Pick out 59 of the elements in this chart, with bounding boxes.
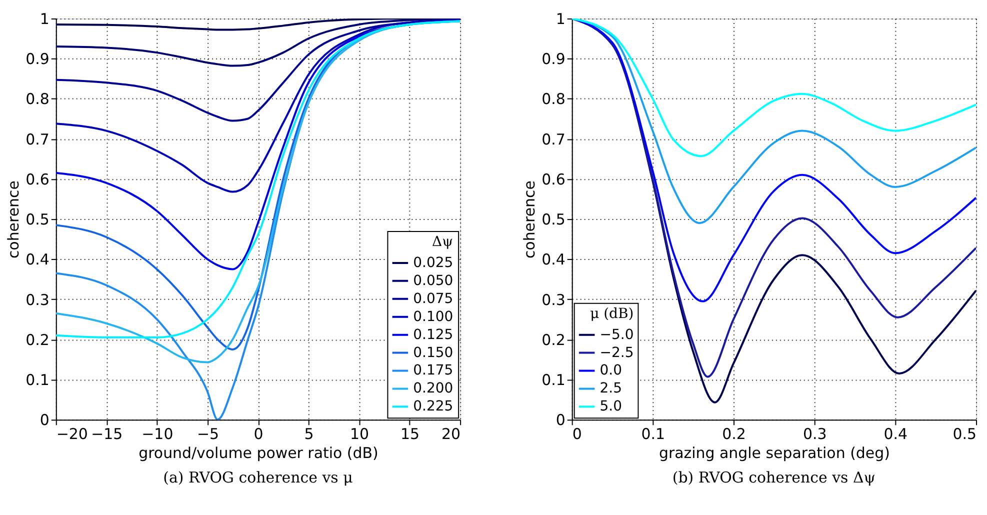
x-tick-label: 0.4 (884, 425, 908, 444)
y-tick-label: 0.1 (542, 371, 566, 390)
x-tick-label: −10 (142, 425, 174, 444)
legend-label: 0.200 (413, 380, 454, 397)
legend-label: 0.150 (413, 344, 454, 361)
x-tick-label: −5 (196, 425, 219, 444)
legend-label: 0.050 (413, 272, 454, 289)
x-tick-label: 20 (442, 425, 461, 444)
y-tick-label: 0.3 (26, 290, 50, 309)
x-axis-title: grazing angle separation (deg) (658, 444, 890, 462)
y-tick-label: 0.6 (26, 170, 50, 188)
y-tick-label: 0.4 (542, 250, 566, 269)
x-tick-label: −20 (56, 425, 88, 444)
y-tick-label: 0 (40, 411, 50, 430)
legend-label: −2.5 (600, 344, 634, 361)
x-tick-label: 0.2 (722, 425, 746, 444)
text: (b) RVOG coherence vs Δψ (672, 468, 876, 487)
x-tick-label: 0 (572, 425, 582, 444)
y-tick-label: 0.8 (542, 90, 566, 108)
y-tick-label: 0.3 (542, 290, 566, 309)
y-tick-label: 0.2 (26, 330, 50, 349)
y-tick-label: 0.8 (26, 90, 50, 108)
y-tick-label: 0.6 (542, 170, 566, 188)
x-tick-label: 0.5 (952, 425, 977, 444)
text: (a) RVOG coherence vs μ (163, 468, 354, 487)
legend-label: 0.225 (413, 398, 454, 415)
y-tick-label: 0.5 (26, 210, 50, 229)
y-tick-label: 0.9 (542, 50, 566, 68)
y-tick-label: 0 (556, 411, 566, 430)
y-tick-label: 1 (40, 10, 50, 28)
legend-label: 0.025 (413, 254, 454, 271)
legend-label: 0.0 (600, 362, 622, 379)
y-axis-title: coherence (4, 180, 23, 259)
legend-label: 5.0 (600, 398, 622, 415)
legend-label: 0.125 (413, 326, 454, 343)
legend-label: −5.0 (600, 326, 634, 343)
x-tick-label: 5 (304, 425, 314, 444)
x-tick-label: 0 (254, 425, 264, 444)
y-tick-label: 0.2 (542, 330, 566, 349)
y-axis-title: coherence (520, 180, 539, 259)
y-tick-label: 0.9 (26, 50, 50, 68)
x-tick-label: −15 (91, 425, 123, 444)
legend-label: 0.100 (413, 308, 454, 325)
y-tick-label: 0.7 (542, 130, 566, 148)
legend-label: 2.5 (600, 380, 622, 397)
y-tick-label: 0.5 (542, 210, 566, 229)
x-axis-title: ground/volume power ratio (dB) (138, 444, 378, 462)
y-tick-label: 0.7 (26, 130, 50, 148)
legend-title: Δψ (432, 234, 454, 250)
y-tick-label: 0.1 (26, 371, 50, 390)
x-tick-label: 10 (350, 425, 370, 444)
x-tick-label: 0.1 (641, 425, 666, 444)
x-tick-label: 15 (400, 425, 420, 444)
legend-label: 0.075 (413, 290, 454, 307)
legend-label: 0.175 (413, 362, 454, 379)
y-tick-label: 0.4 (26, 250, 50, 269)
legend-title: μ (dB) (590, 306, 634, 322)
x-tick-label: 0.3 (802, 425, 827, 444)
y-tick-label: 1 (556, 10, 566, 28)
